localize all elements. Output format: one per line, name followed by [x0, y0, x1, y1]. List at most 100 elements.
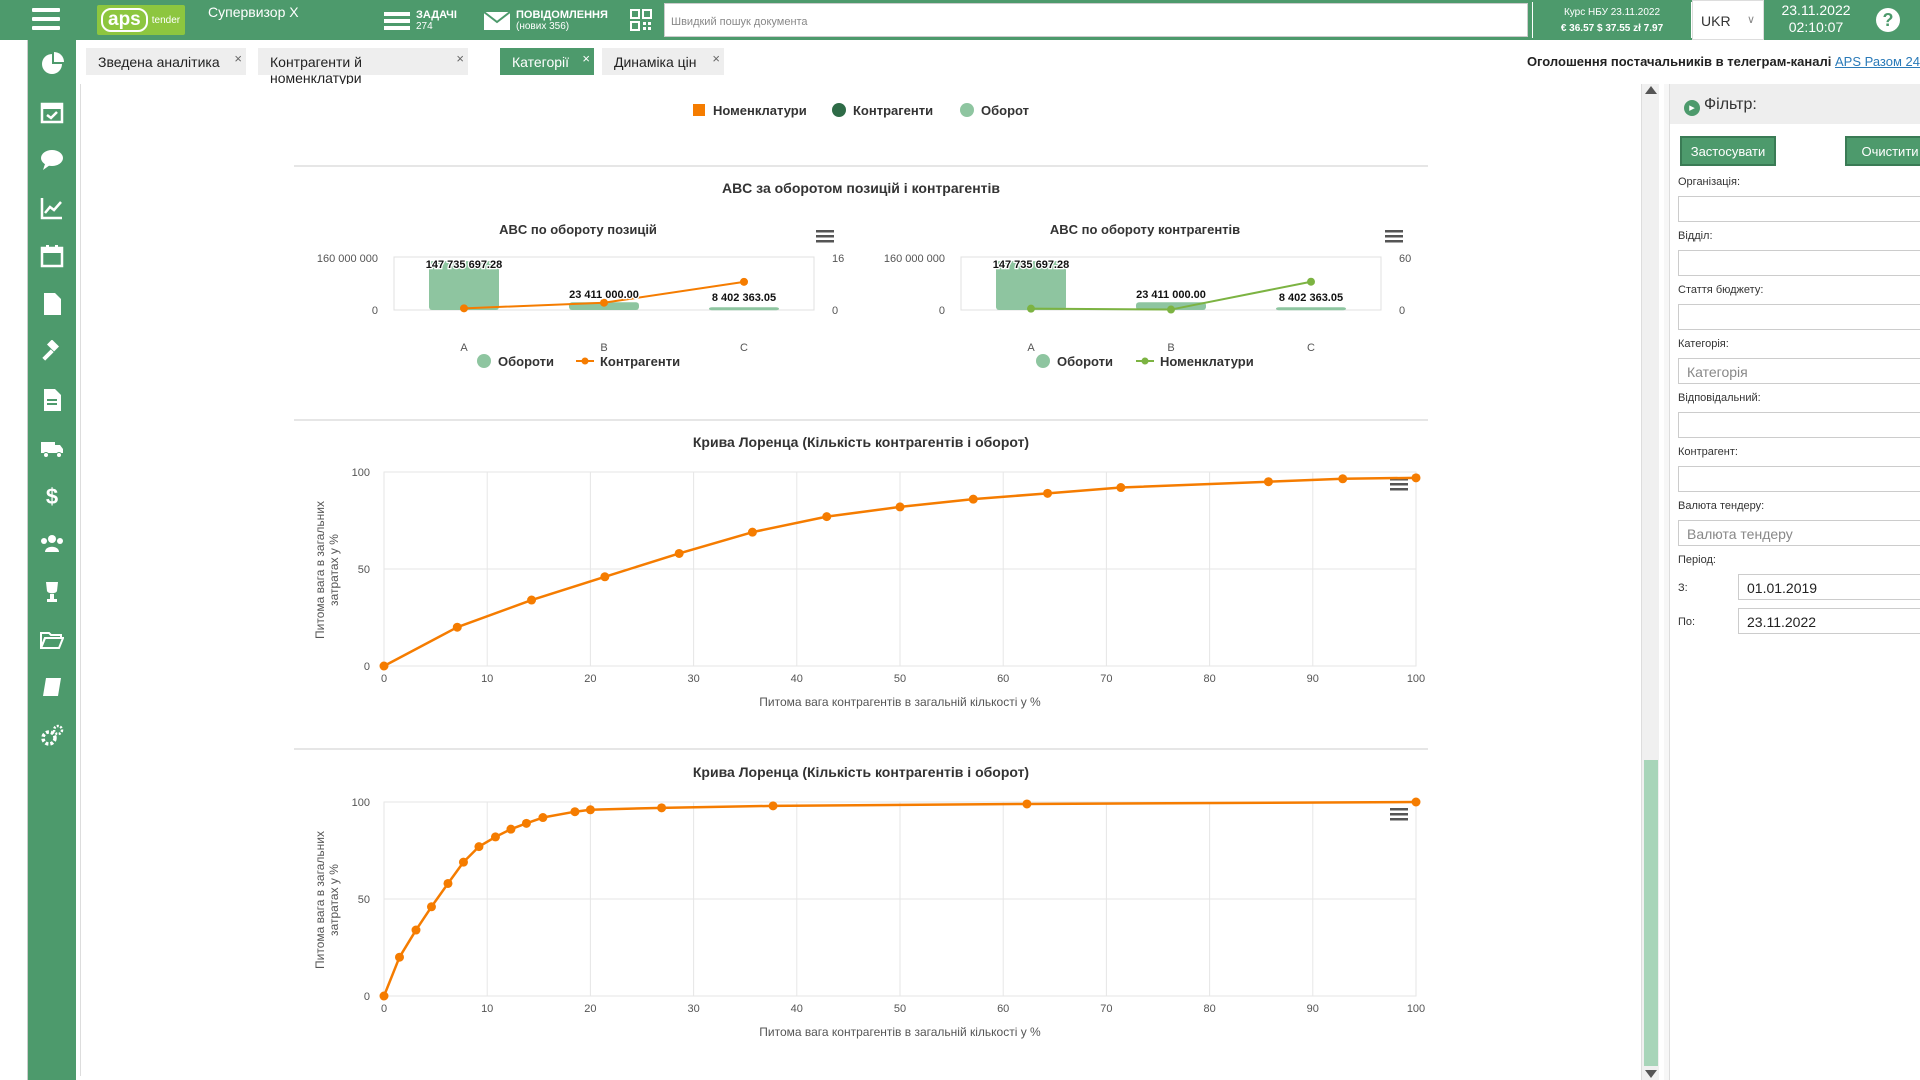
curve-point[interactable]: [968, 494, 978, 504]
qr-code-icon[interactable]: [630, 9, 652, 31]
series-point[interactable]: [1027, 304, 1035, 313]
organization-input[interactable]: [1678, 196, 1920, 222]
legend-counterparties[interactable]: Контрагенти: [600, 354, 680, 369]
bar[interactable]: [709, 307, 779, 311]
responsible-input[interactable]: [1678, 412, 1920, 438]
aps-tender-logo[interactable]: aps tender: [97, 5, 185, 35]
legend-turnovers[interactable]: Обороти: [498, 354, 554, 369]
curve-point[interactable]: [895, 502, 905, 512]
curve-point[interactable]: [379, 991, 389, 1001]
curve-point[interactable]: [521, 818, 531, 828]
book-icon[interactable]: [40, 676, 64, 700]
content-scrollbar[interactable]: [1641, 84, 1659, 1080]
legend-nomenclatures[interactable]: Номенклатури: [1160, 354, 1254, 369]
curve-point[interactable]: [443, 878, 453, 888]
close-icon[interactable]: ×: [234, 51, 242, 66]
legend-nomenclatures[interactable]: Номенклатури: [713, 103, 807, 118]
curve-point[interactable]: [538, 813, 548, 823]
line-chart-icon[interactable]: [40, 196, 64, 220]
calendar-check-icon[interactable]: [40, 100, 64, 124]
curve-point[interactable]: [674, 548, 684, 558]
curve-point[interactable]: [1263, 477, 1273, 487]
curve-point[interactable]: [490, 832, 500, 842]
pie-chart-icon[interactable]: [40, 52, 64, 76]
currency-input[interactable]: Валюта тендеру: [1678, 520, 1920, 546]
bar[interactable]: [996, 261, 1066, 310]
folder-open-icon[interactable]: [40, 628, 64, 652]
settings-gears-icon[interactable]: [40, 724, 64, 748]
scroll-down-icon[interactable]: [1645, 1070, 1657, 1078]
curve-point[interactable]: [474, 842, 484, 852]
curve-point[interactable]: [458, 857, 468, 867]
menu-icon[interactable]: [32, 8, 60, 32]
apply-button[interactable]: Застосувати: [1680, 136, 1776, 166]
series-point[interactable]: [740, 277, 748, 286]
legend-counterparties[interactable]: Контрагенти: [853, 103, 933, 118]
close-icon[interactable]: ×: [456, 51, 464, 66]
curve-point[interactable]: [585, 805, 595, 815]
bar[interactable]: [429, 261, 499, 310]
tab-counterparties[interactable]: Контрагенти й номенклатури ×: [258, 48, 468, 86]
curve-point[interactable]: [1411, 473, 1421, 483]
filter-header[interactable]: ▸ Фільтр:: [1670, 84, 1920, 124]
curve-point[interactable]: [657, 803, 667, 813]
from-date-input[interactable]: 01.01.2019: [1738, 574, 1920, 600]
curve-point[interactable]: [426, 902, 436, 912]
file-icon[interactable]: [40, 292, 64, 316]
series-point[interactable]: [460, 304, 468, 313]
bar[interactable]: [1276, 307, 1346, 311]
legend-turnovers[interactable]: Обороти: [1057, 354, 1113, 369]
series-point[interactable]: [1307, 277, 1315, 286]
tab-price-dynamics[interactable]: Динаміка цін ×: [602, 48, 724, 75]
users-icon[interactable]: [40, 532, 64, 556]
user-name[interactable]: Супервизор Х: [208, 4, 299, 20]
curve-point[interactable]: [1116, 483, 1126, 493]
curve-point[interactable]: [747, 527, 757, 537]
curve-point[interactable]: [600, 572, 610, 582]
language-select[interactable]: UKR ∨: [1692, 0, 1764, 40]
gavel-icon[interactable]: [40, 340, 64, 364]
dollar-icon[interactable]: $: [40, 484, 64, 508]
clear-button[interactable]: Очистити: [1845, 136, 1920, 166]
messages-button[interactable]: ПОВІДОМЛЕННЯ (нових 356): [484, 6, 608, 36]
document-icon[interactable]: [40, 388, 64, 412]
curve-point[interactable]: [379, 661, 389, 671]
announcement-link[interactable]: APS Разом 24: [1834, 54, 1920, 69]
curve-point[interactable]: [768, 801, 778, 811]
department-input[interactable]: [1678, 250, 1920, 276]
curve-point[interactable]: [1411, 797, 1421, 807]
legend-turnover[interactable]: Оборот: [981, 103, 1029, 118]
counterparty-input[interactable]: [1678, 466, 1920, 492]
curve-point[interactable]: [411, 925, 421, 935]
curve-point[interactable]: [1338, 474, 1348, 484]
curve-point[interactable]: [452, 622, 462, 632]
tab-summary-analytics[interactable]: Зведена аналітика ×: [86, 48, 246, 75]
tasks-button[interactable]: ЗАДАЧІ 274: [384, 6, 457, 36]
curve-point[interactable]: [394, 952, 404, 962]
series-point[interactable]: [1167, 305, 1175, 314]
close-icon[interactable]: ×: [582, 51, 590, 66]
category-input[interactable]: Категорія: [1678, 358, 1920, 384]
chat-icon[interactable]: [40, 148, 64, 172]
close-icon[interactable]: ×: [712, 51, 720, 66]
chart-menu-icon[interactable]: [1390, 808, 1408, 821]
scroll-up-icon[interactable]: [1645, 86, 1657, 94]
curve-point[interactable]: [822, 512, 832, 522]
to-date-input[interactable]: 23.11.2022: [1738, 608, 1920, 634]
trophy-icon[interactable]: [40, 580, 64, 604]
budget-item-input[interactable]: [1678, 304, 1920, 330]
calendar-icon[interactable]: [40, 244, 64, 268]
panel-splitter[interactable]: [1664, 84, 1670, 1080]
curve-point[interactable]: [1043, 488, 1053, 498]
curve-point[interactable]: [1022, 799, 1032, 809]
tab-categories[interactable]: Категорії ×: [500, 48, 594, 75]
quick-search-input[interactable]: Швидкий пошук документа: [664, 3, 1528, 37]
truck-icon[interactable]: [40, 436, 64, 460]
chart-menu-icon[interactable]: [1385, 230, 1403, 243]
curve-point[interactable]: [527, 595, 537, 605]
scroll-thumb[interactable]: [1644, 760, 1658, 1066]
help-icon[interactable]: ?: [1876, 8, 1900, 32]
chart-menu-icon[interactable]: [1390, 478, 1408, 491]
chart-menu-icon[interactable]: [816, 230, 834, 243]
curve-point[interactable]: [570, 807, 580, 817]
